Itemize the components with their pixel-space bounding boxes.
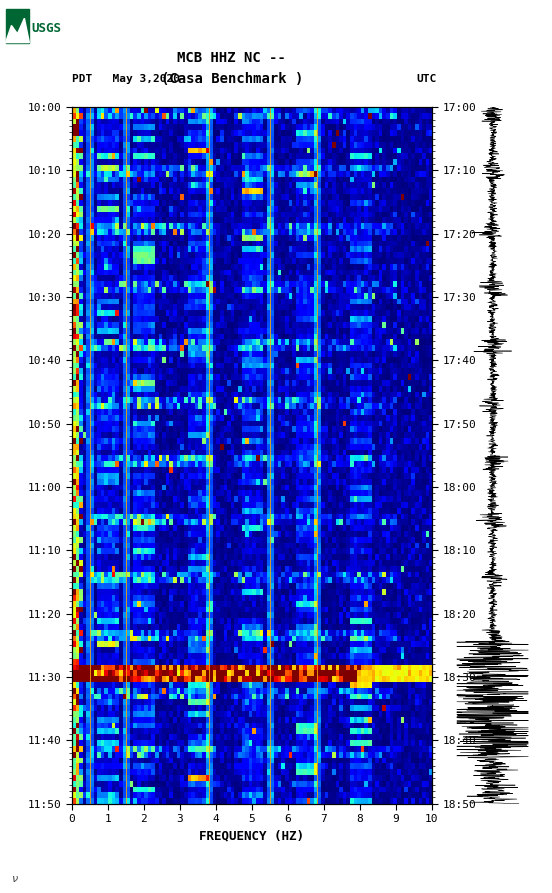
Text: USGS: USGS <box>31 22 61 35</box>
Text: PDT   May 3,2020: PDT May 3,2020 <box>72 73 180 84</box>
Text: $\mathit{\nu}$: $\mathit{\nu}$ <box>11 874 19 884</box>
Text: (Casa Benchmark ): (Casa Benchmark ) <box>161 71 303 86</box>
Text: UTC: UTC <box>417 73 437 84</box>
Bar <box>6 9 29 43</box>
Polygon shape <box>6 18 29 43</box>
Text: MCB HHZ NC --: MCB HHZ NC -- <box>177 51 286 65</box>
X-axis label: FREQUENCY (HZ): FREQUENCY (HZ) <box>199 830 304 843</box>
